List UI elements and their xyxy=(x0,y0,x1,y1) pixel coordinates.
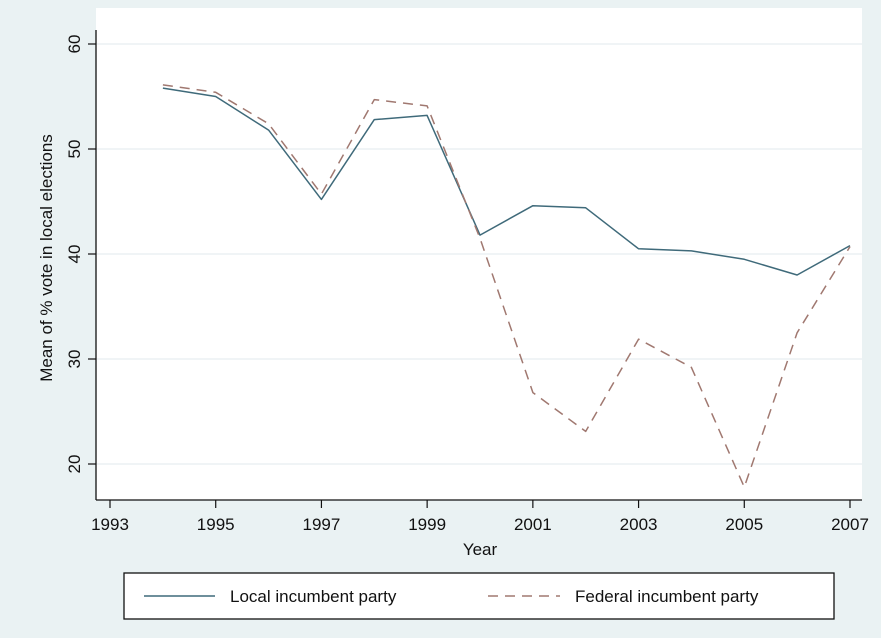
y-axis-title: Mean of % vote in local elections xyxy=(37,134,56,382)
y-tick-label-20: 20 xyxy=(65,455,84,474)
legend: Local incumbent party Federal incumbent … xyxy=(123,572,835,620)
y-tick-label-50: 50 xyxy=(65,140,84,159)
series-line-federal xyxy=(162,84,851,488)
y-tick-label-60: 60 xyxy=(65,35,84,54)
series-group xyxy=(162,84,851,488)
y-axis-ticks: 20 30 40 50 60 xyxy=(65,35,96,474)
legend-label-federal: Federal incumbent party xyxy=(575,587,759,606)
legend-box xyxy=(123,572,835,620)
x-tick-label-1993: 1993 xyxy=(91,515,129,534)
x-tick-label-2007: 2007 xyxy=(831,515,869,534)
axes xyxy=(95,30,862,501)
y-tick-label-30: 30 xyxy=(65,350,84,369)
x-axis-title: Year xyxy=(463,540,498,559)
x-axis-ticks: 1993 1995 1997 1999 2001 2003 2005 2007 xyxy=(91,500,869,534)
x-tick-label-1999: 1999 xyxy=(408,515,446,534)
x-tick-label-2001: 2001 xyxy=(514,515,552,534)
x-tick-label-1995: 1995 xyxy=(197,515,235,534)
x-tick-label-1997: 1997 xyxy=(303,515,341,534)
x-tick-label-2005: 2005 xyxy=(725,515,763,534)
x-tick-label-2003: 2003 xyxy=(620,515,658,534)
y-tick-label-40: 40 xyxy=(65,245,84,264)
legend-label-local: Local incumbent party xyxy=(230,587,397,606)
series-line-local xyxy=(162,87,851,276)
